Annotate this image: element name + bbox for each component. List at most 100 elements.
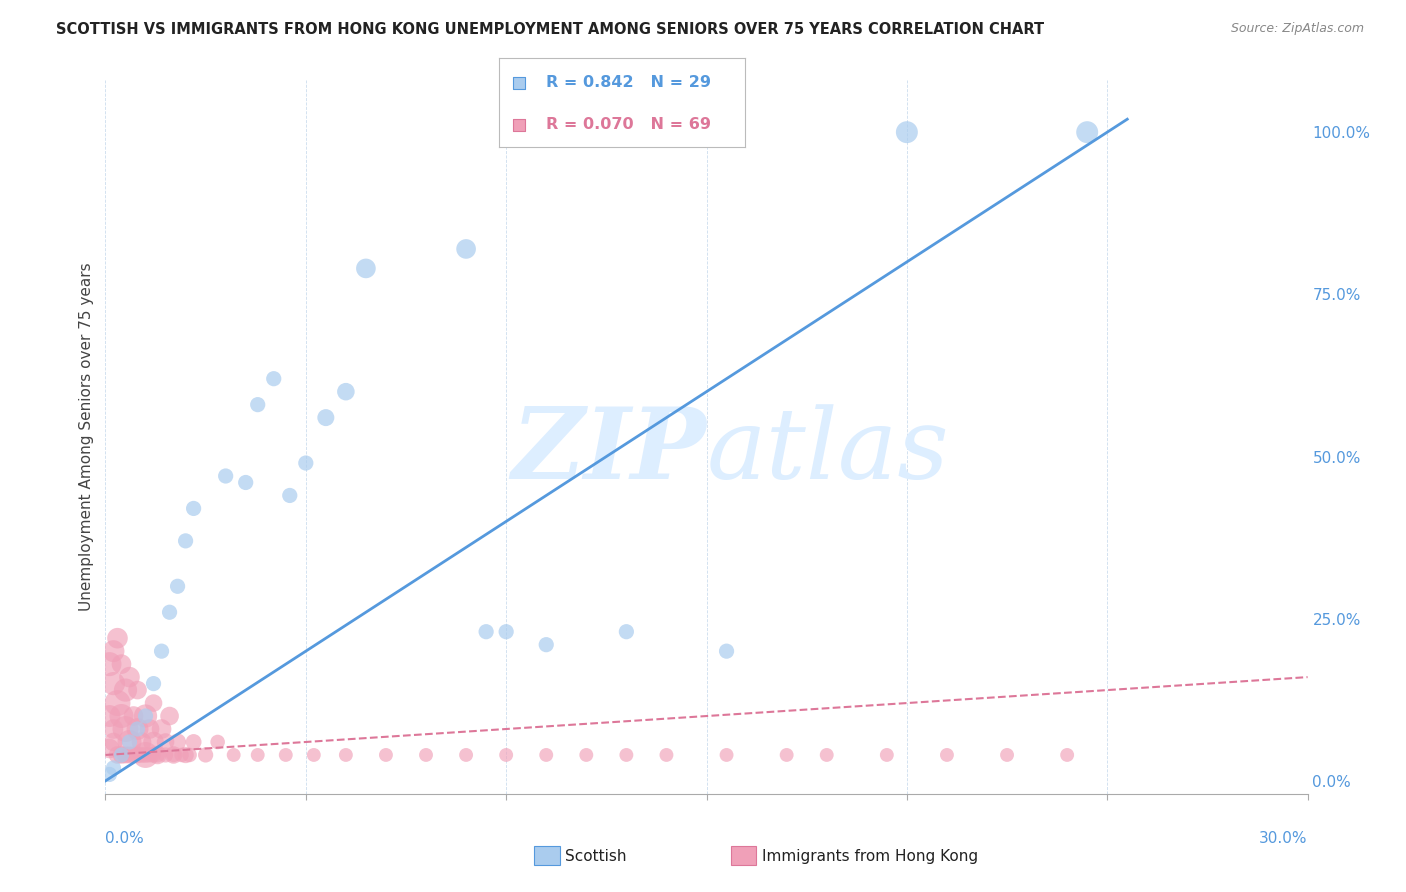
Point bbox=[174, 747, 197, 762]
Point bbox=[174, 533, 197, 548]
Point bbox=[127, 747, 149, 762]
Point bbox=[995, 747, 1018, 762]
Text: 30.0%: 30.0% bbox=[1260, 831, 1308, 846]
Point bbox=[1056, 747, 1078, 762]
Text: R = 0.842   N = 29: R = 0.842 N = 29 bbox=[546, 76, 711, 90]
Point bbox=[475, 624, 498, 639]
Text: Immigrants from Hong Kong: Immigrants from Hong Kong bbox=[762, 849, 979, 863]
Point bbox=[110, 709, 132, 723]
Point bbox=[110, 747, 132, 762]
Point bbox=[107, 696, 129, 710]
Point bbox=[575, 747, 598, 762]
Point bbox=[135, 709, 157, 723]
Text: atlas: atlas bbox=[707, 404, 949, 499]
Text: 0.0%: 0.0% bbox=[105, 831, 145, 846]
Point bbox=[166, 579, 188, 593]
Point bbox=[235, 475, 257, 490]
Point bbox=[655, 747, 678, 762]
Point bbox=[107, 747, 129, 762]
Point bbox=[127, 683, 149, 698]
Point bbox=[207, 735, 229, 749]
Point bbox=[146, 747, 169, 762]
Point bbox=[110, 657, 132, 672]
Point bbox=[103, 735, 125, 749]
Point bbox=[131, 735, 153, 749]
Point bbox=[103, 644, 125, 658]
Point bbox=[716, 644, 738, 658]
Point bbox=[335, 384, 357, 399]
Point bbox=[103, 676, 125, 690]
Point bbox=[534, 747, 557, 762]
Point bbox=[214, 469, 236, 483]
Point bbox=[150, 644, 173, 658]
Point bbox=[135, 747, 157, 762]
Point bbox=[114, 683, 136, 698]
Point bbox=[495, 747, 517, 762]
Point bbox=[274, 747, 297, 762]
Text: ZIP: ZIP bbox=[512, 403, 707, 500]
Point bbox=[103, 722, 125, 736]
Point bbox=[896, 125, 918, 139]
Point bbox=[616, 624, 638, 639]
Point bbox=[354, 261, 377, 276]
Point bbox=[127, 722, 149, 736]
Point bbox=[508, 76, 530, 90]
Point bbox=[183, 735, 205, 749]
Point bbox=[155, 735, 177, 749]
Point bbox=[534, 638, 557, 652]
Point bbox=[118, 747, 141, 762]
Point bbox=[146, 747, 169, 762]
Point bbox=[122, 709, 145, 723]
Point bbox=[179, 747, 201, 762]
Point bbox=[374, 747, 398, 762]
Point bbox=[335, 747, 357, 762]
Point bbox=[155, 747, 177, 762]
Point bbox=[936, 747, 959, 762]
Point bbox=[118, 735, 141, 749]
Text: SCOTTISH VS IMMIGRANTS FROM HONG KONG UNEMPLOYMENT AMONG SENIORS OVER 75 YEARS C: SCOTTISH VS IMMIGRANTS FROM HONG KONG UN… bbox=[56, 22, 1045, 37]
Point bbox=[616, 747, 638, 762]
Point bbox=[131, 747, 153, 762]
Point bbox=[127, 722, 149, 736]
Point bbox=[815, 747, 838, 762]
Point bbox=[415, 747, 437, 762]
Point bbox=[295, 456, 318, 470]
Point bbox=[222, 747, 245, 762]
Point bbox=[142, 676, 165, 690]
Point bbox=[150, 722, 173, 736]
Point bbox=[166, 735, 188, 749]
Point bbox=[278, 488, 301, 502]
Point bbox=[263, 372, 285, 386]
Point bbox=[122, 747, 145, 762]
Point bbox=[776, 747, 799, 762]
Point bbox=[246, 747, 269, 762]
Point bbox=[138, 747, 160, 762]
Point bbox=[135, 709, 157, 723]
Point bbox=[194, 747, 217, 762]
Point bbox=[170, 747, 193, 762]
Point bbox=[508, 118, 530, 132]
Point bbox=[142, 747, 165, 762]
Point bbox=[716, 747, 738, 762]
Point bbox=[454, 242, 477, 256]
Y-axis label: Unemployment Among Seniors over 75 years: Unemployment Among Seniors over 75 years bbox=[79, 263, 94, 611]
Point bbox=[98, 709, 121, 723]
Point bbox=[159, 605, 181, 619]
Point bbox=[142, 735, 165, 749]
Point bbox=[118, 735, 141, 749]
Point bbox=[135, 747, 157, 762]
Point bbox=[162, 747, 184, 762]
Text: Source: ZipAtlas.com: Source: ZipAtlas.com bbox=[1230, 22, 1364, 36]
Point bbox=[107, 631, 129, 645]
Point bbox=[246, 398, 269, 412]
Point bbox=[1076, 125, 1098, 139]
Point bbox=[302, 747, 325, 762]
Point bbox=[103, 761, 125, 775]
Point bbox=[454, 747, 477, 762]
Point bbox=[876, 747, 898, 762]
Point bbox=[114, 747, 136, 762]
Text: Scottish: Scottish bbox=[565, 849, 627, 863]
Point bbox=[162, 747, 184, 762]
Point bbox=[142, 696, 165, 710]
Point bbox=[159, 709, 181, 723]
